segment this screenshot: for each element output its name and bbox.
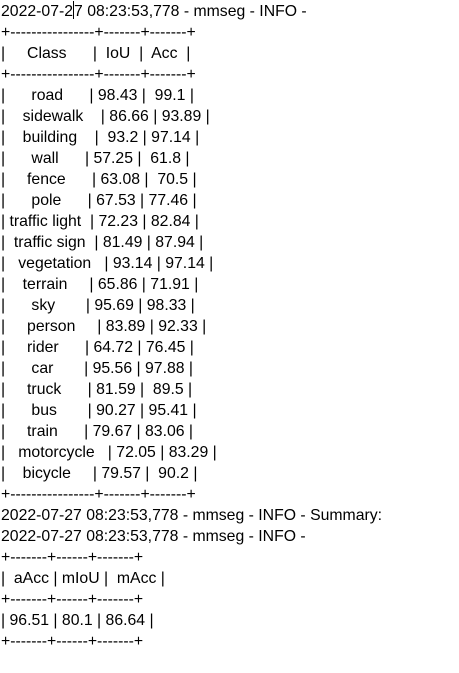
log-line: | fence | 63.08 | 70.5 | [1, 171, 197, 188]
log-line: | car | 95.56 | 97.88 | [1, 360, 194, 377]
log-line: | motorcycle | 72.05 | 83.29 | [1, 444, 217, 461]
log-line: | pole | 67.53 | 77.46 | [1, 192, 197, 209]
log-line: | terrain | 65.86 | 71.91 | [1, 276, 199, 293]
log-header-part2: 7 08:23:53,778 - mmseg - INFO - [74, 3, 307, 20]
log-line: | road | 98.43 | 99.1 | [1, 87, 194, 104]
log-line: 2022-07-27 08:23:53,778 - mmseg - INFO - [1, 528, 306, 545]
text-cursor [73, 1, 75, 19]
log-line: 2022-07-27 08:23:53,778 - mmseg - INFO -… [1, 507, 383, 524]
log-header-line: 2022-07-27 08:23:53,778 - mmseg - INFO - [1, 1, 382, 22]
log-line: +-------+------+-------+ [1, 549, 144, 566]
log-line: | building | 93.2 | 97.14 | [1, 129, 200, 146]
log-line: | bicycle | 79.57 | 90.2 | [1, 465, 198, 482]
log-line: +-------+------+-------+ [1, 591, 144, 608]
log-line: | traffic sign | 81.49 | 87.94 | [1, 234, 204, 251]
log-line: +----------------+-------+-------+ [1, 66, 196, 83]
log-line: | sidewalk | 86.66 | 93.89 | [1, 108, 210, 125]
log-line: | truck | 81.59 | 89.5 | [1, 381, 193, 398]
log-line: +----------------+-------+-------+ [1, 486, 196, 503]
log-line: | person | 83.89 | 92.33 | [1, 318, 207, 335]
log-line: | traffic light | 72.23 | 82.84 | [1, 213, 199, 230]
log-line: | sky | 95.69 | 98.33 | [1, 297, 195, 314]
log-line: | train | 79.67 | 83.06 | [1, 423, 194, 440]
log-line: | Class | IoU | Acc | [1, 45, 191, 62]
log-line: | 96.51 | 80.1 | 86.64 | [1, 612, 154, 629]
log-line: | bus | 90.27 | 95.41 | [1, 402, 197, 419]
log-header-part1: 2022-07-2 [1, 3, 74, 20]
log-line: +-------+------+-------+ [1, 633, 144, 650]
log-line: +----------------+-------+-------+ [1, 24, 196, 41]
log-line: | vegetation | 93.14 | 97.14 | [1, 255, 214, 272]
log-line: | aAcc | mIoU | mAcc | [1, 570, 165, 587]
log-line: | rider | 64.72 | 76.45 | [1, 339, 194, 356]
log-line: | wall | 57.25 | 61.8 | [1, 150, 190, 167]
log-output[interactable]: 2022-07-27 08:23:53,778 - mmseg - INFO -… [1, 1, 382, 652]
